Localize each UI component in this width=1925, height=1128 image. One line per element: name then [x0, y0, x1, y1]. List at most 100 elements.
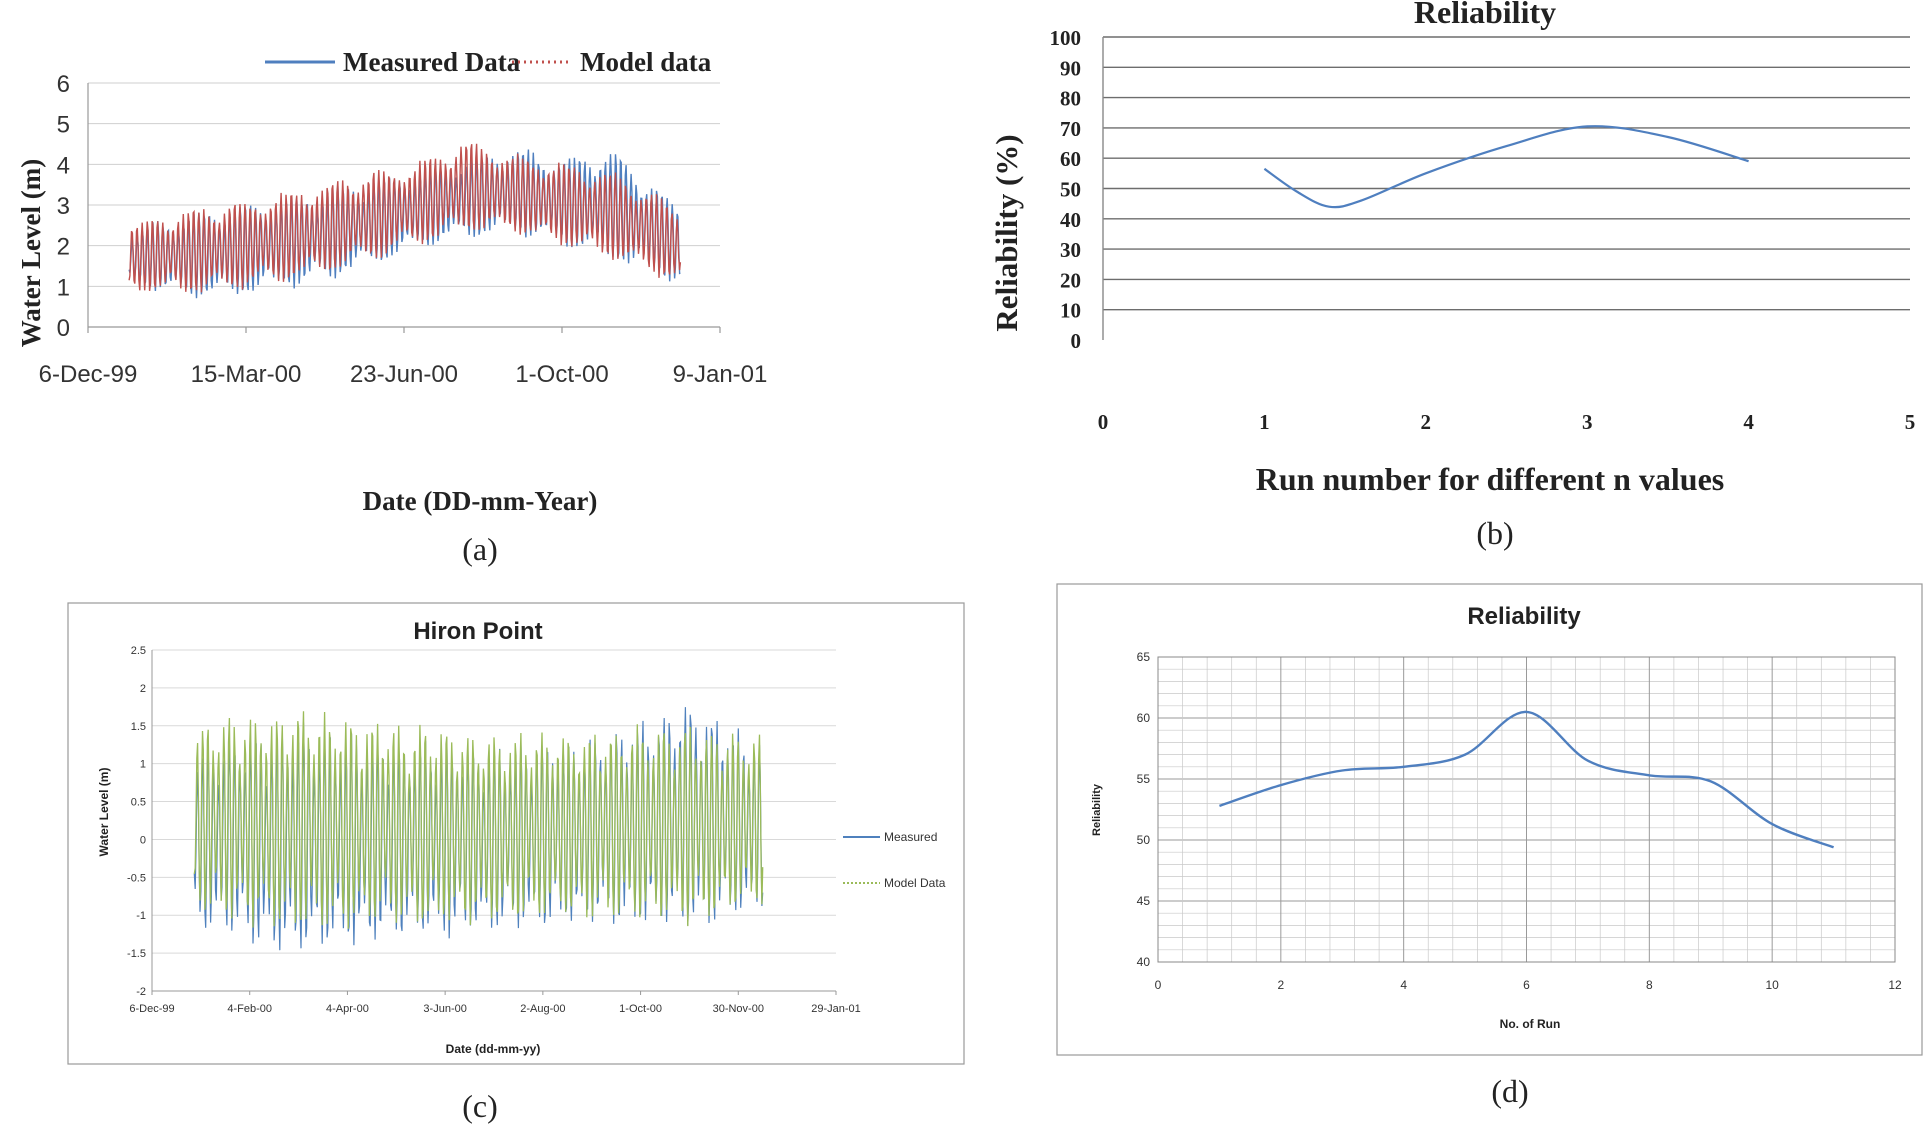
panel-c-x-tick-label: 1-Oct-00 [619, 1003, 662, 1015]
panel-d-x-tick-label: 6 [1523, 978, 1530, 992]
panel-c-axes [151, 650, 837, 995]
panel-b-y-tick-label: 60 [1060, 147, 1081, 171]
panel-d-series-reliability [1219, 710, 1835, 849]
panel-d-y-tick-label: 65 [1137, 650, 1151, 664]
panel-a-x-tick-label: 23-Jun-00 [350, 361, 458, 388]
legend-label-measured: Measured [884, 830, 937, 844]
panel-b-gridlines [1103, 36, 1910, 311]
panel-d-gridlines [1157, 656, 1896, 963]
panel-d-y-tick-label: 45 [1137, 894, 1151, 908]
panel-b-y-tick-label: 50 [1060, 178, 1081, 202]
panel-c-tick-labels: -2 -1.5 -1 -0.5 0 0.5 1 1.5 2 2.5 6-Dec-99 4-Feb-00… [127, 645, 861, 1015]
panel-a-x-tick-label: 15-Mar-00 [191, 361, 302, 388]
panel-d-label: (d) [1491, 1073, 1528, 1109]
panel-c-series [193, 707, 764, 951]
panel-d-series [1219, 710, 1835, 849]
panel-c-y-tick-label: -1.5 [127, 948, 146, 960]
panel-c-y-tick-label: 1.5 [131, 721, 146, 733]
panel-b-y-tick-label: 40 [1060, 208, 1081, 232]
panel-b-x-tick-label: 4 [1743, 410, 1754, 434]
panel-d-x-tick-label: 0 [1155, 978, 1162, 992]
panel-d-plot-area [1157, 656, 1896, 963]
panel-c-x-tick-label: 29-Jan-01 [811, 1003, 861, 1015]
panel-b-y-tick-label: 80 [1060, 87, 1081, 111]
panel-d-x-tick-label: 8 [1646, 978, 1653, 992]
panel-d-x-tick-label: 4 [1400, 978, 1407, 992]
panel-c-y-tick-label: 2.5 [131, 645, 146, 657]
panel-d-x-axis-title: No. of Run [1500, 1017, 1561, 1031]
panel-c-x-tick-label: 3-Jun-00 [423, 1003, 466, 1015]
panel-c-title: Hiron Point [413, 618, 542, 645]
panel-c-series-model-data [193, 711, 764, 929]
panel-d-x-tick-label: 12 [1888, 978, 1902, 992]
panel-b-x-tick-label: 1 [1259, 410, 1270, 434]
panel-c-x-tick-label: 4-Feb-00 [227, 1003, 272, 1015]
panel-b-title: Reliability [1414, 0, 1556, 30]
panel-d-y-axis-title: Reliability [1091, 783, 1103, 836]
panel-a-axes [87, 83, 721, 333]
panel-a-y-tick-label: 2 [57, 234, 70, 261]
panel-c: Hiron Point -2 -1.5 -1 -0.5 0 0.5 1 1.5 2 2.5 6-De… [67, 602, 965, 1124]
panel-a-y-tick-label: 3 [57, 193, 70, 220]
panel-c-y-tick-label: 0 [140, 834, 146, 846]
panel-d-tick-labels: 40 45 50 55 60 65 0 2 4 6 8 10 12 [1137, 650, 1902, 992]
panel-a-y-tick-label: 4 [57, 152, 70, 179]
panel-a-x-tick-label: 6-Dec-99 [39, 361, 138, 388]
panel-b-tick-labels: 0 10 20 30 40 50 60 70 80 90 100 0 1 2 3 4 5 [1050, 26, 1916, 434]
panel-b-y-tick-label: 100 [1050, 26, 1082, 50]
panel-c-y-tick-label: 2 [140, 683, 146, 695]
panel-b-series [1263, 125, 1749, 209]
panel-c-y-tick-label: -0.5 [127, 872, 146, 884]
panel-a-y-tick-label: 5 [57, 112, 70, 139]
panel-c-legend: Measured Model Data [843, 830, 946, 890]
panel-c-y-tick-label: 1 [140, 759, 146, 771]
panel-d-y-tick-label: 40 [1137, 955, 1151, 969]
panel-c-x-tick-label: 4-Apr-00 [326, 1003, 369, 1015]
panel-d-frame [1056, 583, 1923, 1056]
panel-b-x-tick-label: 2 [1421, 410, 1432, 434]
panel-c-x-tick-label: 6-Dec-99 [129, 1003, 174, 1015]
panel-b-y-tick-label: 20 [1060, 268, 1081, 292]
panel-a-series [128, 143, 682, 299]
panel-a-tick-labels: 0 1 2 3 4 5 6 6-Dec-99 15-Mar-00 23-Jun-00 1-Oct-0… [39, 71, 768, 388]
panel-d-x-tick-label: 2 [1277, 978, 1284, 992]
panel-a: 0 1 2 3 4 5 6 6-Dec-99 15-Mar-00 23-Jun-00 1-Oct-0… [16, 47, 767, 567]
panel-d-y-tick-label: 50 [1137, 833, 1151, 847]
legend-label-model-data: Model data [580, 47, 712, 77]
panel-c-x-axis-title: Date (dd-mm-yy) [446, 1042, 541, 1056]
panel-a-series-model-data [128, 143, 682, 293]
panel-d: Reliability 40 45 50 55 60 65 0 2 4 6 8 10 12 No. of… [1056, 583, 1923, 1109]
panel-b-x-tick-label: 3 [1582, 410, 1593, 434]
panel-a-y-axis-title: Water Level (m) [16, 159, 46, 347]
panel-d-y-tick-label: 60 [1137, 711, 1151, 725]
panel-a-y-tick-label: 1 [57, 274, 70, 301]
panel-b-y-tick-label: 70 [1060, 117, 1081, 141]
legend-label-model-data: Model Data [884, 876, 946, 890]
panel-b-x-tick-label: 5 [1905, 410, 1916, 434]
panel-d-axes [1157, 656, 1896, 963]
panel-c-x-tick-label: 2-Aug-00 [520, 1003, 565, 1015]
panel-b-y-tick-label: 30 [1060, 238, 1081, 262]
panel-c-y-tick-label: -2 [136, 986, 146, 998]
panel-c-label: (c) [462, 1088, 498, 1124]
panel-a-x-tick-label: 1-Oct-00 [515, 361, 608, 388]
panel-b: Reliability 0 10 20 30 40 50 60 70 80 90 100 0 1 2 3 4 5… [989, 0, 1915, 551]
panel-a-label: (a) [462, 531, 498, 567]
panel-d-y-tick-label: 55 [1137, 772, 1151, 786]
panel-b-y-tick-label: 90 [1060, 56, 1081, 80]
panel-c-frame [67, 602, 965, 1065]
panel-d-title: Reliability [1467, 603, 1581, 630]
panel-b-label: (b) [1476, 515, 1513, 551]
panel-b-y-tick-label: 10 [1060, 299, 1081, 323]
panel-a-legend: Measured Data Model data [265, 47, 712, 77]
panel-c-y-axis-title: Water Level (m) [97, 768, 111, 857]
legend-label-measured-data: Measured Data [343, 47, 521, 77]
panel-b-y-tick-label: 0 [1071, 329, 1082, 353]
panel-a-x-axis-title: Date (DD-mm-Year) [363, 486, 598, 516]
panel-d-x-tick-label: 10 [1765, 978, 1779, 992]
panel-a-y-tick-label: 6 [57, 71, 70, 98]
panel-b-x-tick-label: 0 [1098, 410, 1109, 434]
panel-c-y-tick-label: 0.5 [131, 797, 146, 809]
panel-b-y-axis-title: Reliability (%) [989, 134, 1024, 331]
